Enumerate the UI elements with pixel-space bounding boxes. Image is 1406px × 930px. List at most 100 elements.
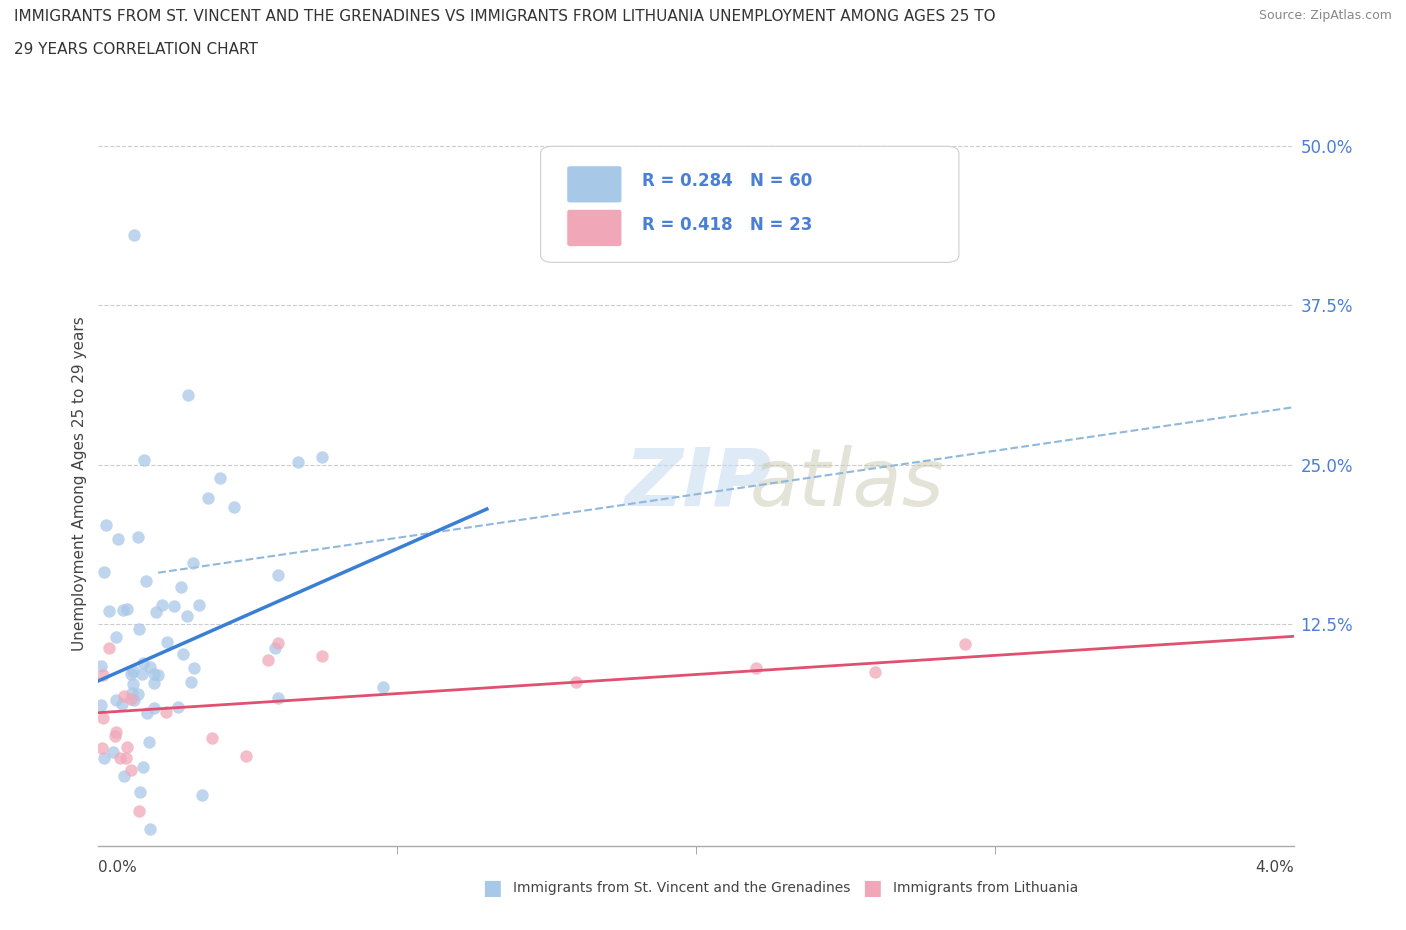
Point bbox=[124, 228, 146, 243]
Point bbox=[191, 788, 214, 803]
Text: ZIP: ZIP bbox=[624, 445, 772, 523]
Point bbox=[142, 700, 165, 715]
FancyBboxPatch shape bbox=[567, 209, 621, 246]
Point bbox=[183, 660, 205, 675]
Point bbox=[90, 658, 112, 673]
Point bbox=[162, 598, 184, 613]
Point bbox=[146, 667, 169, 682]
Point bbox=[127, 529, 149, 544]
Point bbox=[565, 675, 588, 690]
Point bbox=[287, 455, 309, 470]
Point bbox=[180, 675, 202, 690]
FancyBboxPatch shape bbox=[540, 146, 959, 262]
Point bbox=[91, 740, 114, 755]
Text: ■: ■ bbox=[862, 878, 882, 898]
Text: R = 0.418   N = 23: R = 0.418 N = 23 bbox=[643, 216, 813, 233]
Point bbox=[131, 667, 153, 682]
Text: Immigrants from Lithuania: Immigrants from Lithuania bbox=[893, 881, 1078, 896]
Point bbox=[120, 763, 142, 777]
Point bbox=[93, 751, 115, 765]
Point bbox=[90, 698, 112, 712]
Text: R = 0.284   N = 60: R = 0.284 N = 60 bbox=[643, 172, 813, 190]
Text: Source: ZipAtlas.com: Source: ZipAtlas.com bbox=[1258, 9, 1392, 22]
Text: IMMIGRANTS FROM ST. VINCENT AND THE GRENADINES VS IMMIGRANTS FROM LITHUANIA UNEM: IMMIGRANTS FROM ST. VINCENT AND THE GREN… bbox=[14, 9, 995, 24]
Point bbox=[953, 636, 976, 651]
Point bbox=[134, 453, 156, 468]
Point bbox=[93, 668, 115, 683]
Point bbox=[111, 697, 134, 711]
Point bbox=[177, 387, 200, 402]
Point bbox=[235, 749, 257, 764]
Point bbox=[176, 609, 198, 624]
Point bbox=[94, 517, 117, 532]
Point bbox=[188, 597, 211, 612]
Point bbox=[224, 500, 246, 515]
Point bbox=[172, 646, 194, 661]
Point bbox=[112, 769, 135, 784]
Point bbox=[122, 664, 145, 679]
Point bbox=[167, 699, 190, 714]
Point bbox=[121, 685, 143, 700]
Point bbox=[201, 731, 224, 746]
Point bbox=[145, 604, 167, 619]
Point bbox=[129, 784, 152, 799]
Point bbox=[135, 574, 157, 589]
Point bbox=[139, 821, 162, 836]
Point bbox=[105, 693, 128, 708]
Text: atlas: atlas bbox=[749, 445, 945, 523]
Point bbox=[122, 692, 145, 707]
Point bbox=[98, 640, 121, 655]
Point bbox=[266, 567, 288, 582]
Point bbox=[127, 687, 149, 702]
Point bbox=[209, 471, 232, 485]
Text: Immigrants from St. Vincent and the Grenadines: Immigrants from St. Vincent and the Gren… bbox=[513, 881, 851, 896]
Point bbox=[156, 634, 179, 649]
Point bbox=[745, 660, 768, 675]
Point bbox=[128, 621, 150, 636]
Point bbox=[117, 739, 139, 754]
Point bbox=[104, 728, 127, 743]
Point bbox=[135, 705, 157, 720]
Point bbox=[139, 659, 162, 674]
Text: 29 YEARS CORRELATION CHART: 29 YEARS CORRELATION CHART bbox=[14, 42, 257, 57]
Point bbox=[267, 635, 290, 650]
Point bbox=[373, 680, 395, 695]
Point bbox=[132, 760, 155, 775]
Point bbox=[104, 629, 127, 644]
Point bbox=[264, 640, 287, 655]
Point bbox=[122, 676, 145, 691]
Point bbox=[107, 531, 129, 546]
FancyBboxPatch shape bbox=[567, 166, 621, 203]
Point bbox=[128, 804, 150, 818]
Point bbox=[155, 704, 177, 719]
Point bbox=[311, 450, 333, 465]
Point bbox=[111, 603, 134, 618]
Point bbox=[105, 724, 128, 739]
Y-axis label: Unemployment Among Ages 25 to 29 years: Unemployment Among Ages 25 to 29 years bbox=[72, 316, 87, 651]
Point bbox=[863, 664, 886, 679]
Point bbox=[267, 690, 290, 705]
Point bbox=[93, 565, 115, 579]
Point bbox=[142, 667, 165, 682]
Point bbox=[103, 744, 125, 759]
Point bbox=[311, 648, 333, 663]
Point bbox=[132, 656, 155, 671]
Point bbox=[170, 580, 193, 595]
Point bbox=[108, 751, 131, 765]
Point bbox=[115, 602, 138, 617]
Point bbox=[150, 597, 173, 612]
Point bbox=[181, 555, 204, 570]
Text: 0.0%: 0.0% bbox=[98, 860, 138, 875]
Point bbox=[91, 711, 114, 725]
Point bbox=[142, 675, 165, 690]
Point bbox=[115, 751, 138, 765]
Point bbox=[138, 734, 160, 749]
Point bbox=[120, 666, 142, 681]
Point bbox=[256, 652, 278, 667]
Text: 4.0%: 4.0% bbox=[1254, 860, 1294, 875]
Point bbox=[197, 491, 219, 506]
Point bbox=[98, 604, 121, 618]
Point bbox=[112, 689, 135, 704]
Point bbox=[120, 692, 142, 707]
Text: ■: ■ bbox=[482, 878, 502, 898]
